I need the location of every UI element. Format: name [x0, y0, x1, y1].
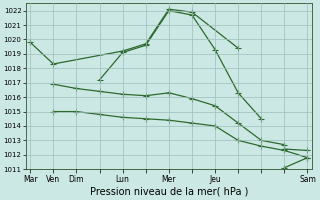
X-axis label: Pression niveau de la mer( hPa ): Pression niveau de la mer( hPa ): [90, 187, 248, 197]
